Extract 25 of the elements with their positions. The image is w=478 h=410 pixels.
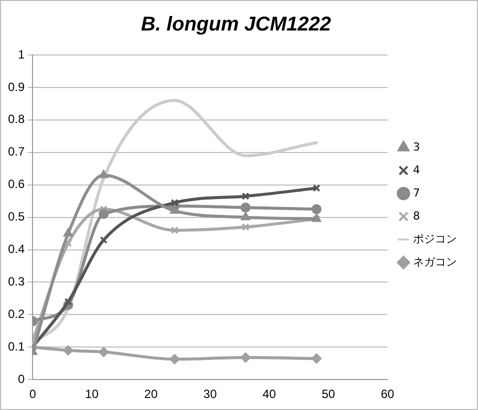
y-tick-label: 0.1 xyxy=(8,339,25,354)
y-tick-label: 0.8 xyxy=(8,112,25,126)
y-tick-label: 0.4 xyxy=(8,242,25,256)
y-tick-label: 1 xyxy=(18,47,25,62)
x-tick-label: 50 xyxy=(322,387,336,402)
x-tick-label: 30 xyxy=(203,387,218,402)
y-tick-label: 0 xyxy=(18,372,25,386)
x-tick-label: 0 xyxy=(29,387,36,402)
y-tick-label: 0.2 xyxy=(8,306,25,321)
legend-label: ポジコン xyxy=(413,232,457,246)
y-tick-label: 0.3 xyxy=(8,274,25,289)
legend-label: 8 xyxy=(413,209,420,222)
x-tick-label: 60 xyxy=(380,387,394,402)
y-tick-label: 0.5 xyxy=(8,210,25,224)
legend-label: 7 xyxy=(413,186,420,200)
x-tick-label: 40 xyxy=(262,387,276,402)
x-tick-label: 20 xyxy=(144,387,158,402)
legend-label: ネガコン xyxy=(413,255,457,268)
legend-label: 4 xyxy=(413,163,420,176)
y-tick-label: 0.9 xyxy=(8,80,25,94)
y-tick-label: 0.7 xyxy=(8,144,25,159)
x-tick-label: 10 xyxy=(85,387,99,402)
chart-title: B. longum JCM1222 xyxy=(140,14,332,36)
legend-label: 3 xyxy=(413,140,420,154)
y-tick-label: 0.6 xyxy=(8,177,25,192)
